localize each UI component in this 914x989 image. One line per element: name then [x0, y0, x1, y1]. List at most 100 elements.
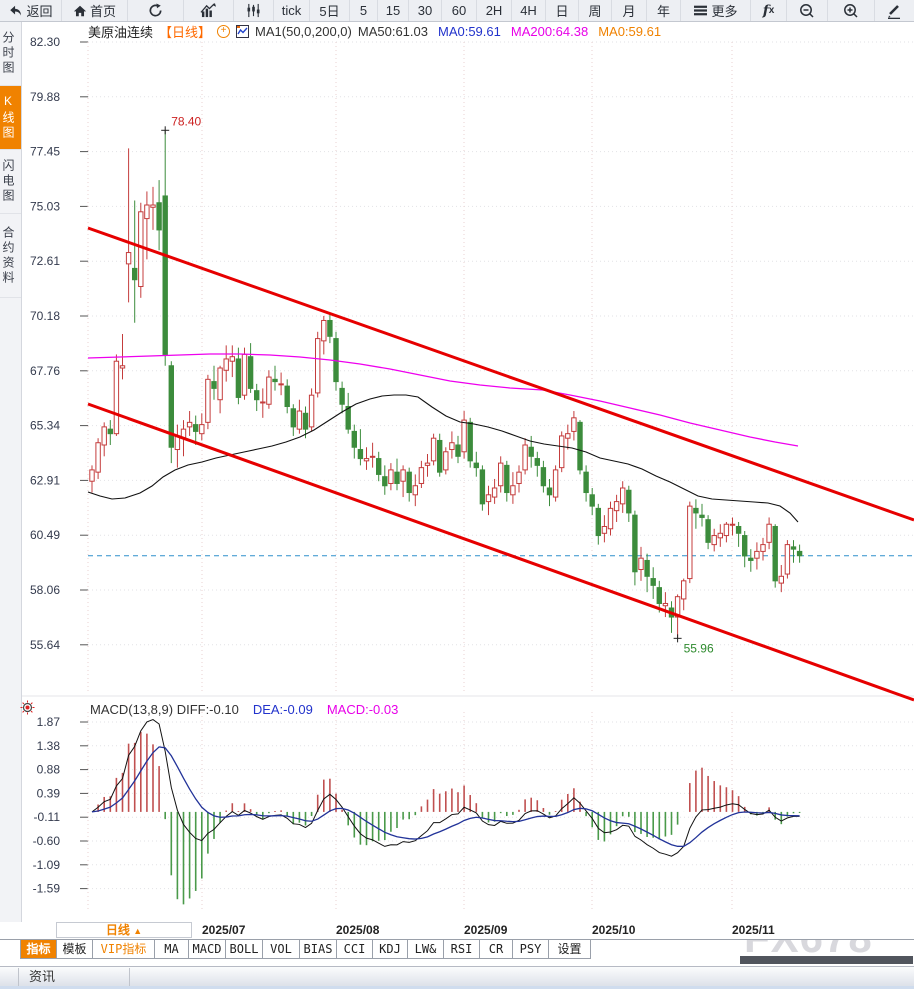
- candle: [193, 415, 199, 445]
- candle: [565, 424, 571, 450]
- price-axis-label: 60.49: [30, 528, 60, 542]
- toolbar-item-label: 30: [417, 3, 433, 18]
- candle: [186, 411, 193, 436]
- toolbar-item-zoom-out[interactable]: [787, 0, 828, 21]
- toolbar-item-month[interactable]: 月: [612, 0, 647, 21]
- toolbar-item-more[interactable]: 更多: [681, 0, 751, 21]
- sidebar-item-kline-chart[interactable]: K线图: [0, 86, 21, 150]
- toolbar-item-30m[interactable]: 30: [409, 0, 442, 21]
- candle: [406, 467, 412, 502]
- trendline[interactable]: [87, 226, 914, 522]
- collapse-icon[interactable]: +: [217, 24, 231, 38]
- toolbar-item-label: 返回: [26, 4, 53, 19]
- period-dropdown[interactable]: 日线 ▲: [56, 922, 192, 938]
- candle: [254, 383, 260, 412]
- ma-values: MA50:61.03 MA0:59.61 MA200:64.38 MA0:59.61: [358, 24, 661, 39]
- candle: [742, 531, 748, 568]
- candle: [467, 417, 473, 468]
- candle: [729, 517, 736, 536]
- sidebar-item-flash-chart[interactable]: 闪电图: [0, 150, 21, 214]
- x-axis-label: 2025/10: [592, 923, 636, 937]
- candle: [278, 372, 284, 396]
- toolbar-item-candle-chart[interactable]: [234, 0, 274, 21]
- candle: [107, 420, 113, 445]
- candle: [363, 447, 370, 470]
- toolbar-item-tick[interactable]: tick: [274, 0, 310, 21]
- toolbar-item-60m[interactable]: 60: [442, 0, 477, 21]
- candle: [662, 592, 669, 618]
- candle: [418, 460, 425, 489]
- zoom-out-icon: [799, 3, 815, 19]
- candle: [400, 465, 406, 498]
- candle: [424, 454, 431, 477]
- toolbar-item-zoom-in[interactable]: [828, 0, 875, 21]
- candle: [638, 546, 644, 581]
- zoom-in-icon: [843, 3, 859, 19]
- symbol-name: 美原油连续: [88, 24, 154, 40]
- toolbar-item-draw[interactable]: [875, 0, 913, 21]
- toolbar-item-label: 2H: [485, 3, 503, 18]
- toolbar-item-label: 首页: [89, 4, 116, 19]
- candle: [479, 465, 486, 511]
- toolbar-item-label: 15: [385, 3, 401, 18]
- menu-icon: [693, 4, 708, 17]
- candle: [443, 447, 449, 475]
- toolbar-item-back[interactable]: 返回: [0, 0, 62, 21]
- toolbar-item-home[interactable]: 首页: [62, 0, 128, 21]
- indicator-tab-LW&[interactable]: LW&: [408, 940, 444, 959]
- candle: [412, 474, 419, 507]
- indicator-tab-指标[interactable]: 指标: [20, 940, 57, 959]
- candle: [351, 424, 358, 459]
- toolbar-item-day[interactable]: 日: [546, 0, 579, 21]
- indicator-tab-CR[interactable]: CR: [480, 940, 513, 959]
- sidebar-item-time-chart[interactable]: 分时图: [0, 22, 21, 86]
- chart-canvas[interactable]: 82.30 79.88 77.45 75.03 72.61 70.18 67.76 65.34…: [22, 22, 914, 922]
- candle: [272, 365, 278, 391]
- candlestick-icon: [246, 3, 261, 18]
- candle: [95, 438, 101, 479]
- candle: [510, 472, 516, 504]
- candle: [113, 354, 120, 436]
- toolbar-item-15m[interactable]: 15: [378, 0, 409, 21]
- indicator-tab-MACD[interactable]: MACD: [189, 940, 226, 959]
- news-tab[interactable]: 资讯: [18, 968, 130, 986]
- indicator-tab-模板[interactable]: 模板: [57, 940, 93, 959]
- candle: [247, 343, 254, 393]
- toolbar-item-5d[interactable]: 5日: [310, 0, 350, 21]
- toolbar-item-year[interactable]: 年: [647, 0, 681, 21]
- trendline[interactable]: [87, 402, 914, 702]
- indicator-tab-BOLL[interactable]: BOLL: [226, 940, 263, 959]
- candle: [485, 485, 492, 516]
- macd-axis-label: -0.11: [34, 810, 61, 824]
- grid-layer: 82.30 79.88 77.45 75.03 72.61 70.18 67.76 65.34…: [22, 35, 914, 911]
- toolbar-item-label: tick: [281, 3, 302, 18]
- indicator-tab-RSI[interactable]: RSI: [444, 940, 480, 959]
- indicator-settings-icon[interactable]: [20, 700, 35, 720]
- candle: [723, 521, 730, 543]
- candle: [626, 485, 632, 522]
- x-axis-label: 2025/11: [732, 923, 775, 937]
- toolbar-item-bar-chart[interactable]: [184, 0, 234, 21]
- toolbar-item-4h[interactable]: 4H: [512, 0, 546, 21]
- macd-title-diff: MACD(13,8,9) DIFF:-0.10: [90, 702, 239, 717]
- toolbar-item-refresh[interactable]: [128, 0, 184, 21]
- indicator-tab-MA[interactable]: MA: [155, 940, 189, 959]
- indicator-tab-VIP指标[interactable]: VIP指标: [93, 940, 155, 959]
- indicator-tab-VOL[interactable]: VOL: [263, 940, 300, 959]
- indicator-tab-CCI[interactable]: CCI: [337, 940, 373, 959]
- macd-dea-line: [91, 746, 800, 847]
- indicator-tab-PSY[interactable]: PSY: [513, 940, 549, 959]
- sidebar-item-contract-info[interactable]: 合约资料: [0, 214, 21, 298]
- horizontal-scrollbar-thumb[interactable]: [740, 956, 913, 964]
- candle: [229, 345, 236, 378]
- toolbar-item-5m[interactable]: 5: [350, 0, 378, 21]
- toolbar-item-2h[interactable]: 2H: [477, 0, 512, 21]
- price-axis-label: 75.03: [30, 199, 60, 213]
- toolbar-item-week[interactable]: 周: [579, 0, 612, 21]
- indicator-tab-KDJ[interactable]: KDJ: [373, 940, 408, 959]
- indicator-tab-BIAS[interactable]: BIAS: [300, 940, 337, 959]
- candle: [577, 420, 583, 475]
- indicator-tab-设置[interactable]: 设置: [549, 940, 591, 959]
- candle: [235, 347, 242, 405]
